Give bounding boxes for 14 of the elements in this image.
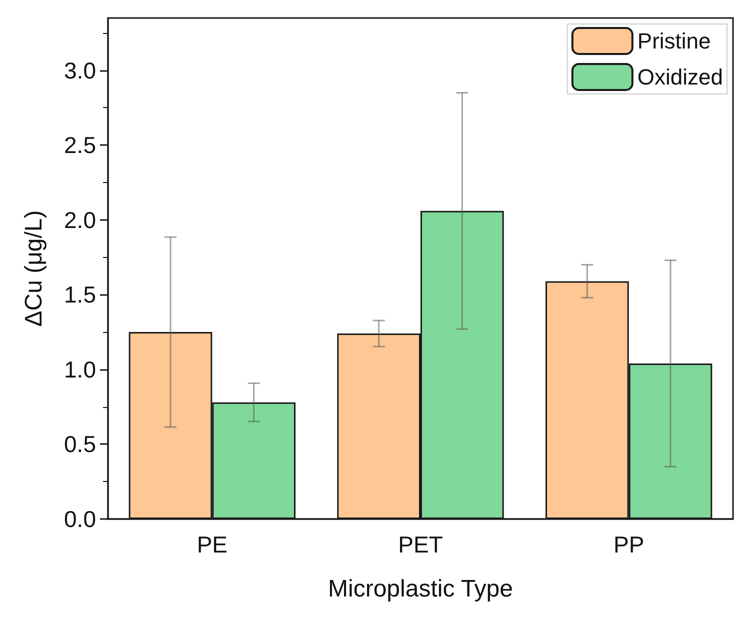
y-tick-label: 2.5 — [64, 132, 96, 158]
legend-label: Pristine — [637, 28, 711, 54]
y-tick-label: 2.0 — [64, 206, 96, 233]
x-tick-label: PE — [196, 532, 228, 558]
y-tick-label: 3.0 — [64, 57, 96, 84]
legend-label: Oxidized — [637, 64, 723, 90]
y-tick-label: 1.0 — [64, 356, 96, 382]
x-tick-label: PP — [613, 532, 644, 558]
y-tick-label: 1.5 — [64, 282, 96, 308]
y-tick-label: 0.0 — [64, 506, 96, 532]
y-tick-label: 0.5 — [64, 431, 96, 458]
x-tick-label: PET — [398, 532, 443, 558]
x-axis-title: Microplastic Type — [328, 576, 513, 602]
y-axis-title: ΔCu (μg/L) — [20, 210, 48, 327]
